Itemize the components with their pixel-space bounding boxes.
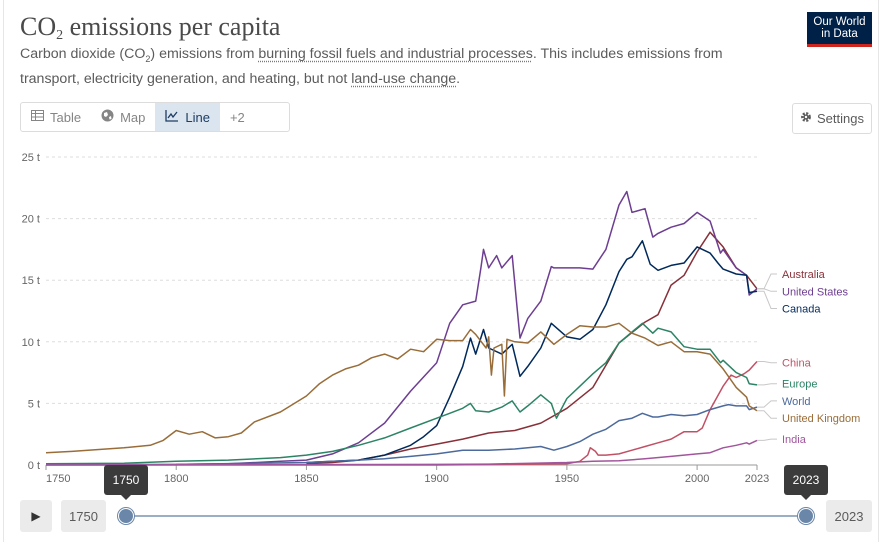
x-tick-label: 2023: [745, 473, 769, 485]
land-use-change-link[interactable]: land-use change: [351, 70, 457, 87]
tab-table[interactable]: Table: [21, 103, 91, 131]
start-year-tooltip: 1750: [104, 465, 148, 500]
start-year-box[interactable]: 1750: [61, 500, 106, 532]
start-year-handle[interactable]: [118, 508, 134, 524]
series-label: World: [782, 396, 811, 408]
y-tick-label: 10 t: [22, 337, 40, 349]
tab-map[interactable]: Map: [91, 103, 155, 131]
series-line-canada: [306, 240, 758, 464]
series-label-connector: [757, 383, 777, 386]
series-label: China: [782, 358, 812, 370]
chart-subtitle: Carbon dioxide (CO2) emissions from burn…: [20, 46, 723, 87]
gear-icon: [800, 111, 812, 126]
tab-line[interactable]: Line: [155, 103, 220, 131]
y-tick-label: 20 t: [22, 214, 40, 226]
series-label: Europe: [782, 379, 817, 391]
x-tick-label: 1850: [294, 473, 318, 485]
play-button[interactable]: ▶: [20, 500, 52, 532]
y-tick-label: 5 t: [28, 398, 40, 410]
series-label: United States: [782, 286, 849, 298]
series-label-connector: [757, 273, 777, 290]
end-year-tooltip: 2023: [784, 465, 828, 500]
x-tick-label: 1950: [555, 473, 579, 485]
table-icon: [31, 110, 44, 124]
timeline-track[interactable]: [125, 515, 806, 517]
x-tick-label: 1900: [424, 473, 448, 485]
series-label-connector: [757, 288, 777, 292]
series-label-connector: [757, 361, 777, 364]
series-line-europe: [45, 322, 758, 465]
x-tick-label: 1750: [46, 473, 70, 485]
fossil-fuels-link[interactable]: burning fossil fuels and industrial proc…: [258, 46, 533, 62]
play-icon: ▶: [31, 509, 41, 523]
page-title: CO2 emissions per capita: [20, 12, 281, 43]
y-tick-label: 15 t: [22, 275, 40, 287]
series-label: United Kingdom: [782, 413, 860, 425]
end-year-handle[interactable]: [798, 508, 814, 524]
x-tick-label: 2000: [685, 473, 709, 485]
series-label: India: [782, 434, 807, 446]
series-line-australia: [306, 231, 758, 465]
series-label: Australia: [782, 269, 826, 281]
owid-logo[interactable]: Our World in Data: [807, 12, 872, 47]
series-label: Canada: [782, 304, 821, 316]
y-tick-label: 25 t: [22, 152, 40, 164]
chart-tabs: Table Map Line +2: [20, 102, 290, 132]
x-tick-label: 1800: [164, 473, 188, 485]
line-chart-icon: [165, 109, 179, 125]
end-year-box[interactable]: 2023: [826, 500, 872, 532]
chart-frame: [3, 0, 879, 542]
settings-button[interactable]: Settings: [792, 103, 872, 134]
globe-icon: [101, 109, 114, 125]
series-label-connector: [757, 410, 777, 419]
series-label-connector: [757, 438, 777, 441]
y-tick-label: 0 t: [28, 460, 40, 472]
tab-more[interactable]: +2: [229, 109, 245, 125]
series-line-china: [46, 360, 758, 466]
series-label-connector: [757, 400, 777, 408]
series-line-india: [45, 439, 758, 466]
series-line-united-kingdom: [45, 322, 758, 454]
series-line-united-states: [176, 190, 758, 466]
series-label-connector: [757, 290, 777, 309]
series-line-world: [45, 403, 758, 466]
